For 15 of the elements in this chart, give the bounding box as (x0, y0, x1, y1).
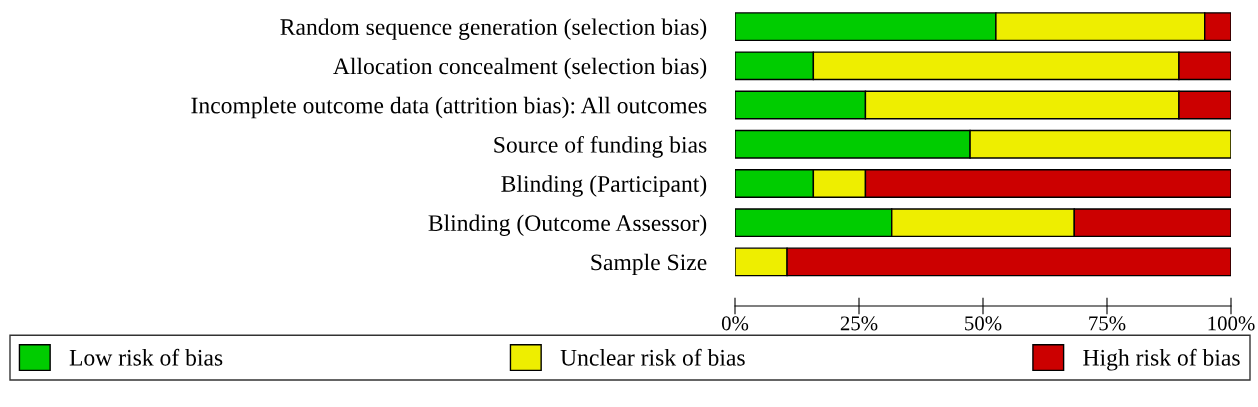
y-tick-label: Incomplete outcome data (attrition bias): All outcomes (191, 96, 707, 119)
x-tick-label: 50% (965, 316, 1002, 331)
y-tick-label: Sample Size (591, 253, 707, 276)
y-tick-label: Random sequence generation (selection bias) (280, 18, 707, 40)
x-tick-label: 25% (840, 316, 878, 331)
x-tick-label: 100% (1208, 316, 1255, 331)
y-tick-label: Allocation concealment (selection bias) (333, 57, 707, 80)
legend-label: Unclear risk of bias (560, 348, 745, 366)
y-tick-label: Source of funding bias (494, 135, 707, 158)
x-tick-label: 75% (1089, 316, 1126, 331)
y-tick-label: Blinding (Participant) (501, 175, 707, 197)
y-tick-label: Blinding (Outcome Assessor) (428, 214, 707, 236)
legend-label: High risk of bias (1083, 348, 1240, 371)
legend-label: Low risk of bias (69, 348, 223, 366)
x-tick-label: 0% (721, 316, 749, 331)
